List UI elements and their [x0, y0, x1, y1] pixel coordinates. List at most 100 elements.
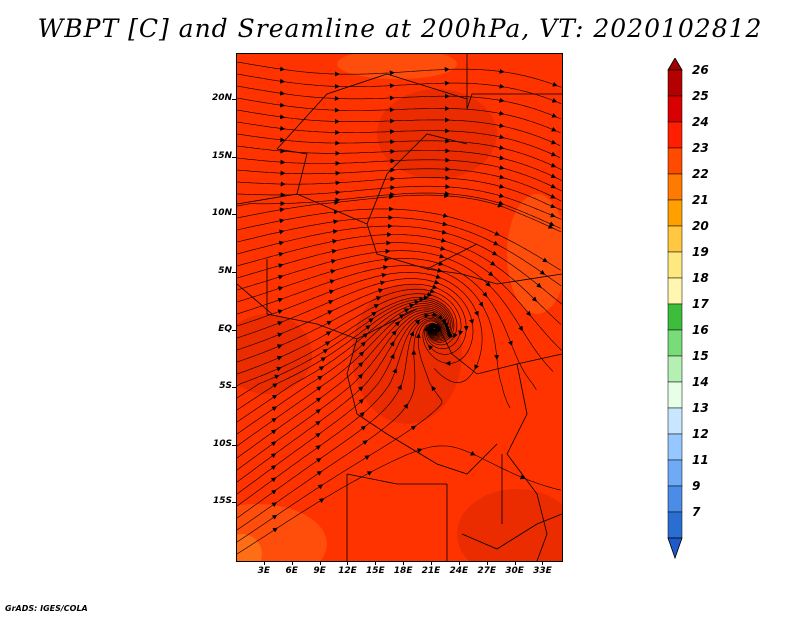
streamline-arrow — [270, 429, 277, 435]
legend-swatch — [667, 303, 683, 331]
streamline-arrow — [279, 229, 285, 235]
map-panel — [236, 53, 563, 562]
legend-label: 26 — [692, 63, 709, 77]
fill-patch — [377, 89, 497, 179]
legend-swatch — [667, 511, 683, 539]
legend-label: 25 — [692, 89, 709, 103]
streamline-arrow — [518, 325, 523, 332]
country-border — [346, 473, 447, 485]
streamline-arrow — [373, 304, 380, 309]
streamline-arrow — [277, 297, 284, 303]
country-border — [237, 283, 273, 315]
country-border — [386, 433, 498, 475]
streamline-arrow — [550, 139, 557, 145]
map-title: WBPT [C] and Sreamline at 200hPa, VT: 20… — [37, 14, 763, 43]
streamline-arrow — [551, 113, 557, 118]
legend-swatch — [667, 381, 683, 409]
streamline-arrow — [360, 425, 367, 431]
legend-swatch — [667, 485, 683, 513]
streamline-arrow — [440, 245, 446, 251]
streamlines — [237, 61, 562, 555]
streamline-arrow — [438, 261, 444, 266]
lon-tick — [403, 561, 405, 565]
lat-label: 5N — [218, 265, 232, 276]
streamline-arrow — [358, 398, 364, 404]
streamline-arrow — [499, 164, 505, 170]
streamline-arrow — [359, 411, 365, 418]
lat-label: 15N — [211, 150, 232, 161]
legend-swatch — [667, 251, 683, 279]
streamline-arrow — [547, 223, 554, 229]
lat-label: 10N — [211, 208, 232, 219]
streamline — [237, 217, 562, 287]
legend-label: 20 — [692, 219, 709, 233]
streamline — [237, 185, 562, 220]
streamline-arrow — [550, 173, 557, 179]
streamline-arrow — [277, 321, 283, 326]
streamline-arrow — [278, 274, 284, 280]
streamline-arrow — [315, 445, 321, 451]
lon-label: 15E — [365, 566, 385, 576]
streamline-arrow — [552, 81, 558, 87]
streamline-arrow — [316, 386, 322, 392]
lon-label: 21E — [421, 566, 441, 576]
legend-label: 24 — [692, 115, 709, 129]
streamline-arrow — [453, 332, 458, 339]
streamline-arrow — [371, 311, 377, 317]
streamline-arrow — [277, 332, 283, 338]
streamline — [237, 319, 440, 531]
streamline-arrow — [278, 240, 285, 246]
streamline — [237, 234, 561, 325]
streamline — [237, 61, 562, 88]
lon-tick — [347, 561, 349, 565]
streamline-arrow — [536, 282, 542, 288]
streamline-arrow — [490, 260, 496, 266]
footer-credit: GrADS: IGES/COLA — [5, 604, 88, 613]
streamline-arrow — [328, 289, 335, 295]
streamline-arrow — [551, 126, 557, 132]
streamline — [237, 318, 441, 519]
lon-tick — [458, 561, 460, 565]
lon-tick — [514, 561, 516, 565]
streamline-arrow — [271, 489, 277, 495]
streamline — [237, 168, 562, 202]
streamline — [237, 265, 511, 409]
country-border — [276, 73, 468, 150]
lon-tick — [542, 561, 544, 565]
streamline — [237, 194, 562, 233]
streamline-arrow — [431, 311, 438, 317]
legend-label: 12 — [692, 427, 709, 441]
streamline-arrow — [498, 193, 505, 198]
streamline-arrow — [482, 291, 488, 298]
streamline-arrow — [271, 406, 278, 412]
streamline-arrow — [315, 432, 321, 438]
lon-label: 18E — [393, 566, 413, 576]
streamline-arrow — [397, 384, 402, 391]
legend-swatch — [667, 277, 683, 305]
legend-swatch — [667, 199, 683, 227]
country-border — [426, 268, 562, 285]
legend-swatch — [667, 459, 683, 487]
legend-swatch — [667, 69, 683, 97]
streamline-arrow — [317, 375, 323, 381]
streamline-arrow — [410, 425, 417, 431]
streamline-arrow — [276, 366, 282, 372]
streamline-arrow — [539, 269, 546, 275]
streamline-arrow — [362, 440, 368, 446]
streamline-arrow — [469, 319, 474, 325]
legend-label: 22 — [692, 167, 709, 181]
lat-label: 5S — [219, 381, 232, 392]
streamline — [237, 133, 562, 171]
streamline-arrow — [494, 231, 500, 236]
lon-label: 27E — [477, 566, 497, 576]
streamline-arrow — [394, 321, 401, 327]
streamline-arrow — [330, 269, 336, 274]
streamline — [237, 208, 561, 271]
streamline-arrow — [271, 394, 278, 400]
streamline-arrow — [409, 330, 415, 337]
streamline-arrow — [315, 420, 321, 426]
streamline — [237, 157, 562, 192]
lat-tick — [232, 444, 236, 446]
streamline-arrow — [531, 296, 538, 302]
streamline-arrow — [270, 477, 277, 483]
